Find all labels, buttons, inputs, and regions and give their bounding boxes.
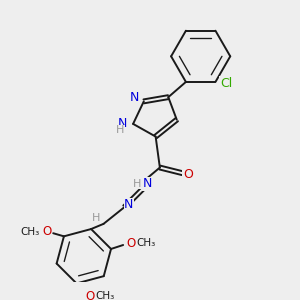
Text: N: N [124, 199, 134, 212]
Text: O: O [183, 168, 193, 181]
Text: CH₃: CH₃ [136, 238, 156, 248]
Text: O: O [42, 225, 51, 238]
Text: CH₃: CH₃ [95, 291, 115, 300]
Text: O: O [126, 237, 135, 250]
Text: H: H [133, 179, 142, 189]
Text: N: N [118, 117, 127, 130]
Text: H: H [92, 213, 100, 223]
Text: CH₃: CH₃ [20, 226, 39, 236]
Text: Cl: Cl [220, 77, 232, 90]
Text: H: H [116, 125, 124, 135]
Text: N: N [143, 177, 152, 190]
Text: N: N [130, 92, 140, 104]
Text: O: O [85, 290, 94, 300]
